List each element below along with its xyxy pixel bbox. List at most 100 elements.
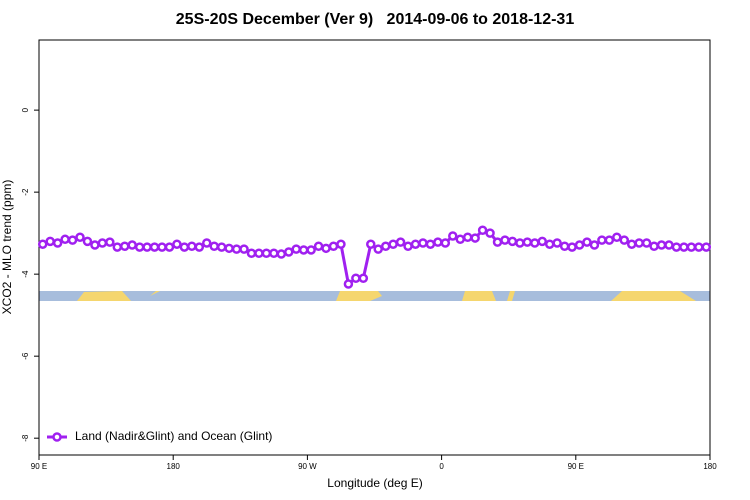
series-marker bbox=[604, 235, 615, 245]
x-tick-label: 180 bbox=[703, 462, 717, 471]
series-marker bbox=[656, 240, 667, 250]
series-marker bbox=[37, 239, 48, 249]
series-marker bbox=[112, 242, 123, 252]
series-marker bbox=[366, 239, 376, 249]
series-marker bbox=[515, 238, 525, 248]
series-marker bbox=[500, 235, 510, 245]
x-tick-label: 0 bbox=[439, 462, 444, 471]
series-marker bbox=[544, 239, 555, 249]
series-marker bbox=[343, 279, 354, 289]
series-marker bbox=[574, 240, 585, 250]
series-marker bbox=[395, 237, 406, 247]
series-marker bbox=[694, 242, 704, 252]
series-marker bbox=[172, 239, 182, 249]
chart-title: 25S-20S December (Ver 9) 2014-09-06 to 2… bbox=[176, 11, 575, 28]
series-marker bbox=[52, 238, 63, 248]
legend-swatch-marker bbox=[52, 432, 62, 442]
series-marker bbox=[45, 236, 55, 247]
series-marker bbox=[380, 241, 391, 252]
series-marker bbox=[619, 235, 630, 245]
x-axis-label: Longitude (deg E) bbox=[327, 476, 422, 490]
series-marker bbox=[231, 244, 242, 254]
series-marker bbox=[485, 228, 495, 238]
legend-label: Land (Nadir&Glint) and Ocean (Glint) bbox=[75, 429, 272, 443]
series-marker bbox=[284, 247, 294, 257]
series-marker bbox=[119, 241, 130, 252]
series-marker bbox=[448, 231, 458, 241]
series-marker bbox=[261, 248, 272, 258]
series-marker bbox=[507, 236, 518, 247]
series-marker bbox=[567, 242, 577, 252]
series-marker bbox=[552, 238, 562, 248]
series-marker bbox=[254, 248, 264, 258]
series-marker bbox=[612, 232, 622, 242]
series-marker bbox=[537, 236, 547, 247]
series-marker bbox=[90, 240, 100, 250]
series-marker bbox=[388, 239, 398, 249]
y-tick-label: -2 bbox=[21, 188, 30, 196]
series-marker bbox=[313, 241, 324, 252]
series-marker bbox=[418, 238, 428, 248]
series-marker bbox=[269, 248, 279, 258]
x-tick-label: 90 E bbox=[31, 462, 47, 471]
series-marker bbox=[82, 236, 93, 247]
series-marker bbox=[179, 242, 190, 252]
series-marker bbox=[589, 240, 600, 250]
series-marker bbox=[634, 238, 644, 248]
series-marker bbox=[582, 237, 592, 247]
series-marker bbox=[664, 240, 674, 250]
y-tick-label: 0 bbox=[21, 107, 30, 112]
series-marker bbox=[224, 243, 234, 254]
x-tick-label: 90 E bbox=[568, 462, 584, 471]
series-marker bbox=[351, 273, 361, 284]
series-marker bbox=[358, 273, 369, 284]
series-marker bbox=[410, 239, 421, 249]
series-marker bbox=[328, 241, 339, 252]
series-marker bbox=[649, 241, 659, 252]
y-axis-label: XCO2 - MLO trend (ppm) bbox=[0, 180, 14, 315]
series-marker bbox=[97, 238, 108, 248]
series-marker bbox=[216, 242, 227, 252]
series-marker bbox=[157, 242, 167, 252]
series-marker bbox=[142, 242, 152, 252]
series-marker bbox=[60, 234, 70, 245]
series-marker bbox=[641, 238, 652, 248]
series-marker bbox=[701, 242, 712, 252]
y-tick-label: -6 bbox=[21, 352, 30, 360]
map-strip bbox=[39, 291, 710, 301]
series-marker bbox=[276, 249, 287, 259]
series-marker bbox=[462, 232, 473, 242]
series-marker bbox=[194, 242, 205, 252]
series-marker bbox=[470, 233, 480, 243]
series-marker bbox=[67, 235, 78, 245]
series-marker bbox=[336, 239, 346, 249]
series-marker bbox=[149, 242, 160, 252]
series-marker bbox=[246, 248, 257, 258]
series-marker bbox=[440, 238, 451, 248]
series-marker bbox=[671, 242, 682, 252]
series-marker bbox=[530, 238, 540, 248]
series-marker bbox=[492, 237, 503, 247]
series-marker bbox=[403, 241, 413, 252]
series-marker bbox=[626, 239, 637, 249]
series-marker bbox=[373, 244, 383, 254]
series-marker bbox=[433, 237, 443, 247]
series-marker bbox=[306, 245, 316, 255]
series-marker bbox=[686, 242, 697, 252]
series-marker bbox=[239, 244, 249, 254]
series-marker bbox=[298, 245, 309, 255]
x-tick-label: 90 W bbox=[298, 462, 317, 471]
series-marker bbox=[127, 240, 137, 250]
y-tick-label: -4 bbox=[21, 270, 30, 278]
y-tick-label: -8 bbox=[21, 434, 30, 442]
series-marker bbox=[321, 243, 331, 254]
series-marker bbox=[522, 237, 533, 247]
series-marker bbox=[202, 238, 212, 248]
x-tick-label: 180 bbox=[167, 462, 181, 471]
series-marker bbox=[105, 237, 115, 247]
series-marker bbox=[75, 232, 85, 242]
series-marker bbox=[134, 242, 145, 252]
series-marker bbox=[164, 242, 175, 252]
series-marker bbox=[679, 242, 689, 252]
